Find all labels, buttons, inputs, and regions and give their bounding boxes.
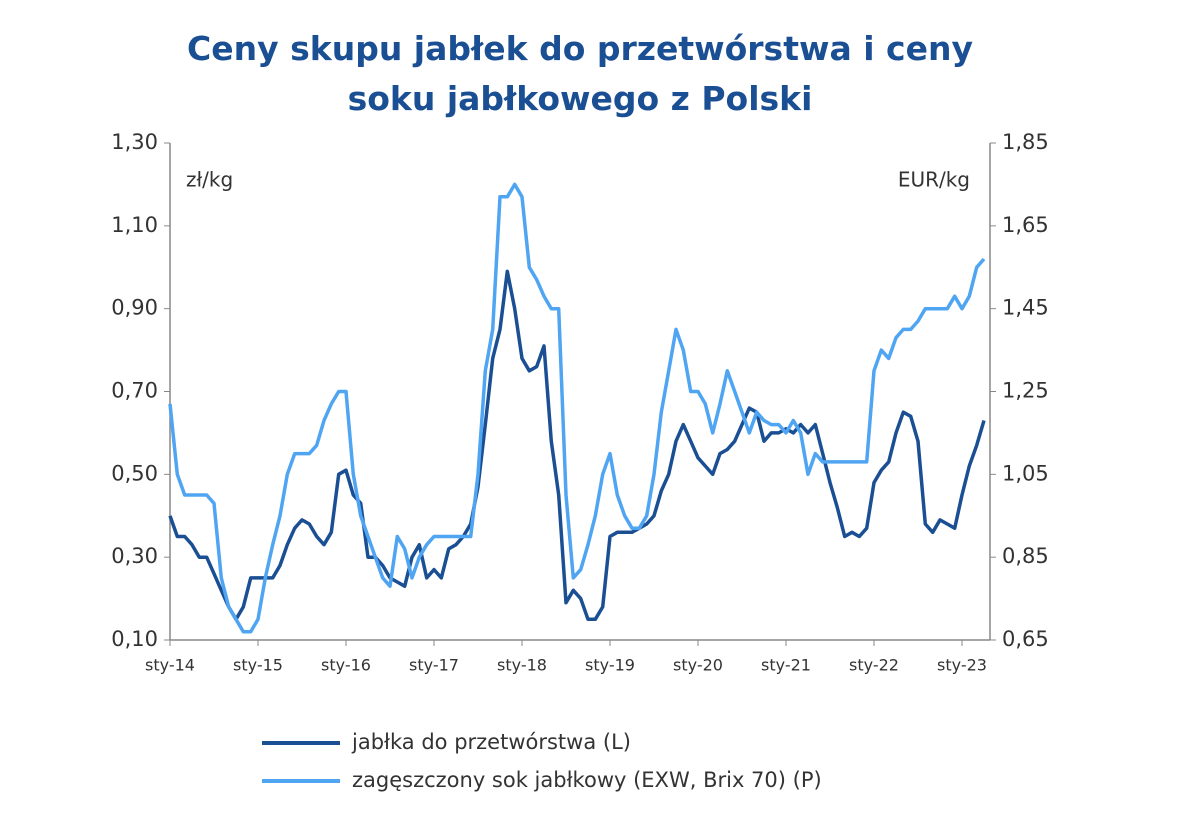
y2-axis-label: EUR/kg	[898, 168, 970, 192]
y2-tick-label: 1,05	[1002, 461, 1049, 485]
x-tick-label: sty-14	[145, 656, 195, 675]
x-tick-label: sty-18	[497, 656, 547, 675]
y-tick-label: 1,10	[111, 213, 158, 237]
y-axis-label: zł/kg	[186, 168, 233, 192]
y-tick-label: 0,30	[111, 544, 158, 568]
x-tick-label: sty-17	[409, 656, 459, 675]
y-tick-label: 0,90	[111, 296, 158, 320]
x-tick-label: sty-15	[233, 656, 283, 675]
series-line	[168, 269, 986, 622]
x-tick-label: sty-20	[673, 656, 723, 675]
y2-tick-label: 1,25	[1002, 379, 1049, 403]
y-tick-label: 1,30	[111, 130, 158, 154]
y-tick-label: 0,70	[111, 379, 158, 403]
x-tick-label: sty-19	[585, 656, 635, 675]
y-tick-label: 0,50	[111, 461, 158, 485]
x-tick-label: sty-23	[937, 656, 987, 675]
legend-label: zagęszczony sok jabłkowy (EXW, Brix 70) …	[352, 768, 822, 792]
y2-tick-label: 0,85	[1002, 544, 1049, 568]
legend-label: jabłka do przetwórstwa (L)	[351, 730, 631, 754]
chart-title: Ceny skupu jabłek do przetwórstwa i ceny…	[187, 29, 973, 118]
y2-tick-label: 0,65	[1002, 627, 1049, 651]
y-tick-label: 0,10	[111, 627, 158, 651]
x-tick-label: sty-22	[849, 656, 899, 675]
y2-tick-label: 1,45	[1002, 296, 1049, 320]
y2-tick-label: 1,85	[1002, 130, 1049, 154]
y2-tick-label: 1,65	[1002, 213, 1049, 237]
series-line	[168, 182, 986, 634]
x-tick-label: sty-16	[321, 656, 371, 675]
x-tick-label: sty-21	[761, 656, 811, 675]
